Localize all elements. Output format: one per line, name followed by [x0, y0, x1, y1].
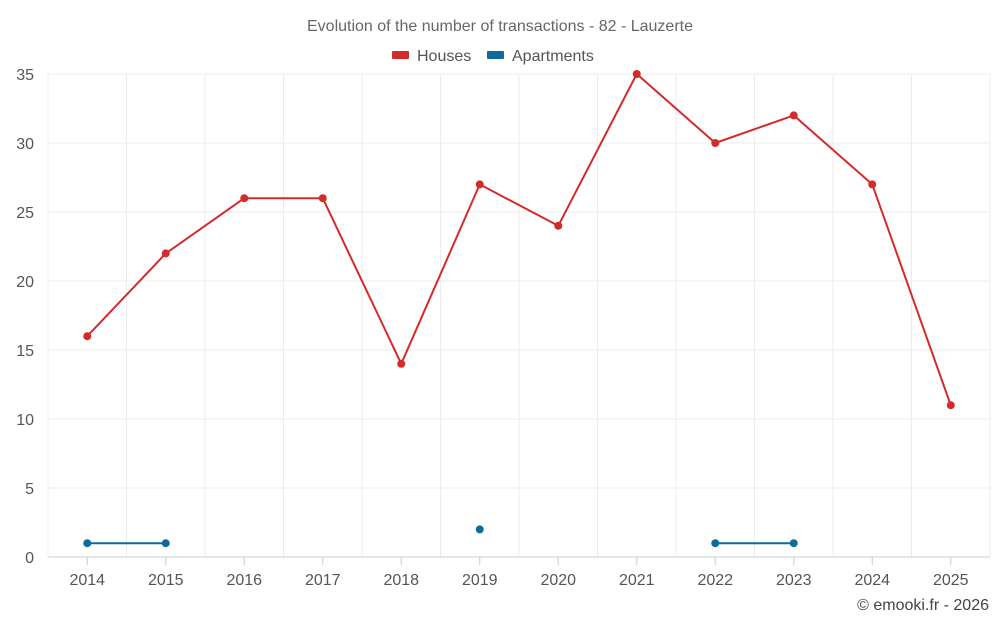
data-point-apartments[interactable] [711, 539, 720, 548]
data-point-houses[interactable] [554, 221, 563, 230]
data-point-apartments[interactable] [475, 525, 484, 534]
legend-label-apartments: Apartments [512, 48, 594, 65]
data-point-houses[interactable] [711, 139, 720, 147]
legend-item-houses[interactable]: Houses [392, 48, 471, 65]
series-apartments [83, 525, 798, 548]
legend-item-apartments[interactable]: Apartments [487, 48, 594, 65]
y-tick-label: 35 [16, 67, 34, 84]
data-point-houses[interactable] [475, 180, 484, 189]
data-point-houses[interactable] [789, 111, 798, 120]
data-point-houses[interactable] [161, 249, 170, 258]
x-tick-label: 2025 [933, 572, 969, 589]
credit-text: © emooki.fr - 2026 [857, 597, 989, 614]
y-axis-ticks: 0 5 10 15 20 25 30 35 [16, 67, 34, 567]
series-line-houses [86, 73, 952, 406]
legend-swatch-apartments [487, 51, 504, 59]
data-point-houses[interactable] [83, 332, 92, 341]
data-point-houses[interactable] [632, 70, 641, 78]
x-tick-label: 2022 [697, 572, 733, 589]
x-tick-label: 2024 [854, 572, 890, 589]
grid [47, 73, 991, 557]
data-point-houses[interactable] [868, 180, 877, 189]
series-layer [83, 70, 955, 548]
x-tick-label: 2018 [383, 572, 419, 589]
data-point-houses[interactable] [946, 401, 955, 410]
x-tick-label: 2020 [540, 572, 576, 589]
legend: Houses Apartments [392, 48, 594, 65]
chart-title: Evolution of the number of transactions … [307, 18, 693, 35]
legend-swatch-houses [392, 51, 409, 59]
x-tick-label: 2021 [619, 572, 655, 589]
y-tick-label: 10 [16, 412, 34, 429]
data-point-apartments[interactable] [161, 539, 170, 548]
data-point-houses[interactable] [318, 194, 327, 203]
x-axis-ticks: 2014 2015 2016 2017 2018 2019 2020 2021 2022 2023… [69, 557, 969, 589]
y-tick-label: 20 [16, 274, 34, 291]
data-point-apartments[interactable] [789, 539, 798, 548]
x-tick-label: 2017 [305, 572, 341, 589]
data-point-apartments[interactable] [83, 539, 92, 548]
y-tick-label: 5 [25, 481, 34, 498]
data-point-houses[interactable] [397, 359, 406, 368]
data-point-houses[interactable] [240, 194, 249, 203]
series-houses [83, 70, 955, 410]
x-tick-label: 2014 [69, 572, 105, 589]
x-tick-label: 2015 [148, 572, 184, 589]
y-tick-label: 30 [16, 136, 34, 153]
x-tick-label: 2016 [226, 572, 262, 589]
y-tick-label: 15 [16, 343, 34, 360]
y-tick-label: 25 [16, 205, 34, 222]
y-tick-label: 0 [25, 550, 34, 567]
x-tick-label: 2023 [776, 572, 812, 589]
x-tick-label: 2019 [462, 572, 498, 589]
legend-label-houses: Houses [417, 48, 471, 65]
